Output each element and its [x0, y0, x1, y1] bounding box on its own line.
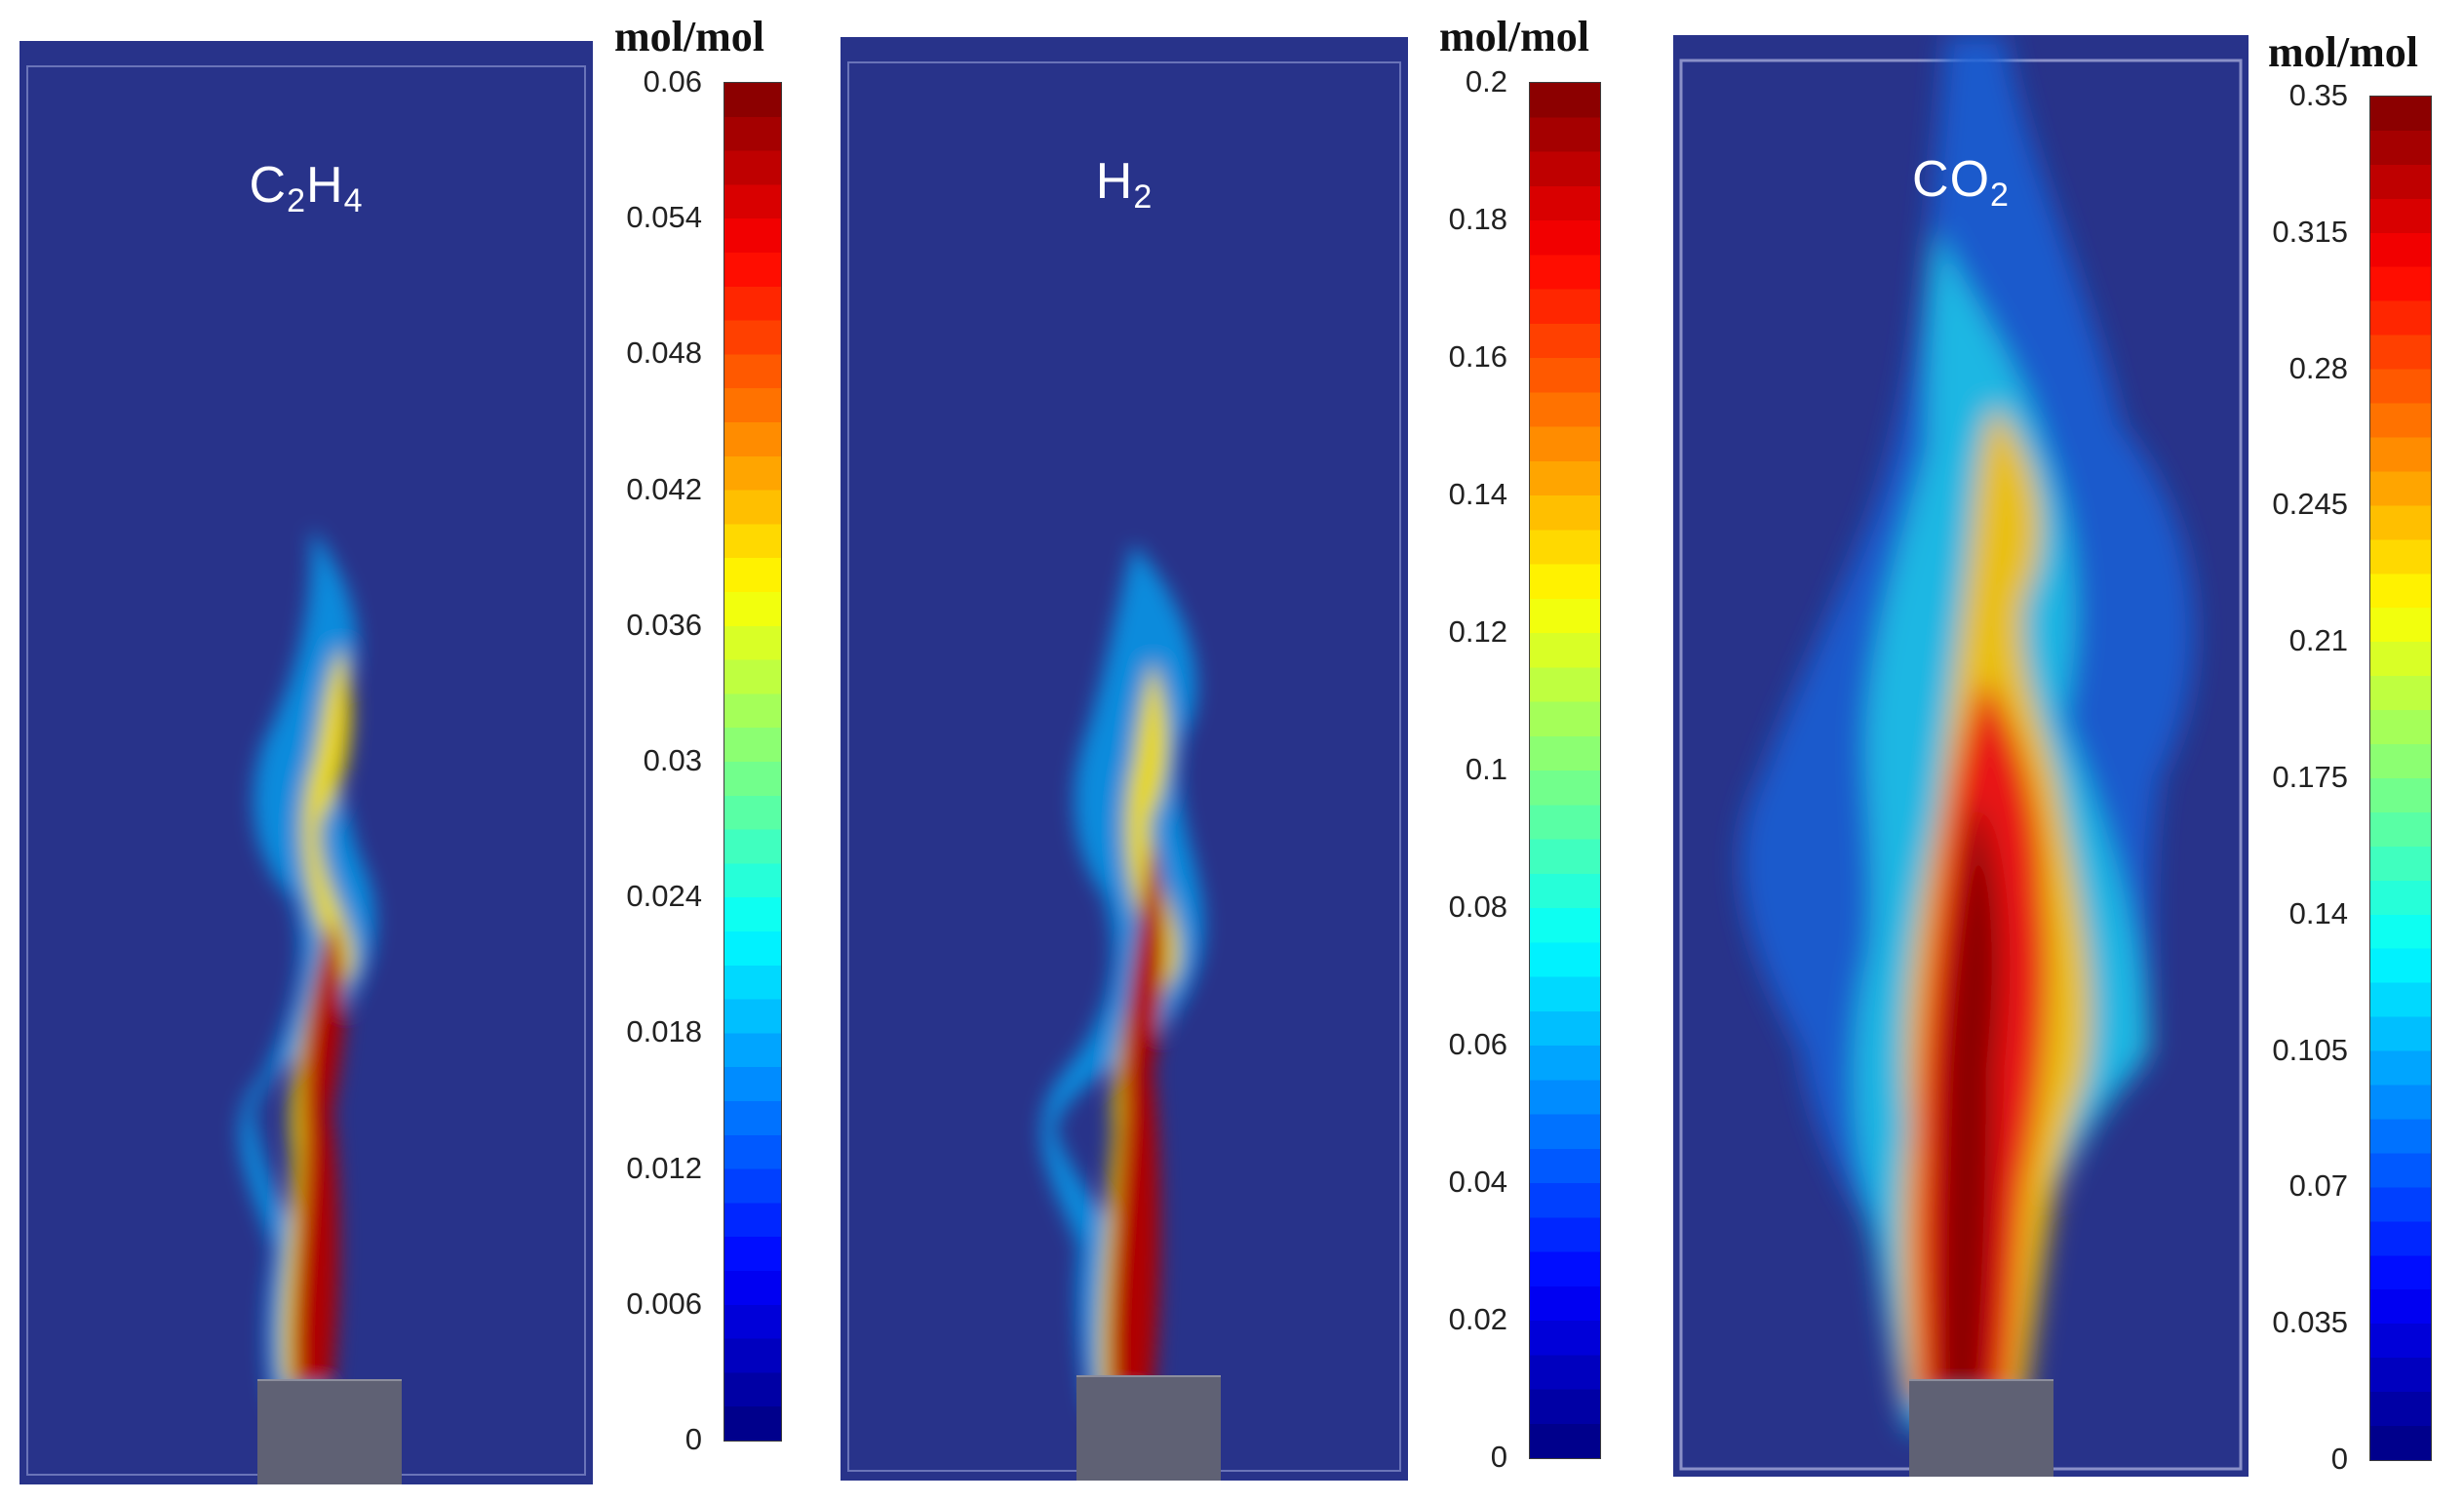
colorbar-tick-label: 0.35 [2288, 78, 2348, 112]
nozzle [1076, 1375, 1221, 1481]
nozzle [1909, 1379, 2053, 1477]
co2-contour-panel: CO2 [1673, 35, 2249, 1477]
co2-contour-field [1679, 35, 2243, 1471]
colorbar-tick-label: 0.018 [626, 1014, 702, 1049]
colorbar-tick-label: 0.21 [2288, 623, 2348, 658]
nozzle [257, 1379, 402, 1484]
colorbar-tick-label: 0.1 [1465, 752, 1507, 786]
c2h4-colorbar: mol/mol 0.06 0.054 0.048 0.042 0.036 0.03 0.02… [595, 0, 819, 1503]
plume-outer [239, 529, 375, 1406]
colorbar-tick-label: 0.105 [2272, 1032, 2348, 1067]
colorbar-tick-label: 0.048 [626, 336, 702, 371]
colorbar-tick-label: 0.14 [1448, 477, 1507, 511]
colorbar-tick-label: 0.04 [1448, 1165, 1507, 1199]
colorbar-tick-label: 0.035 [2272, 1305, 2348, 1340]
colorbar-gradient [1529, 82, 1601, 1459]
panel-title-h2: H2 [1095, 153, 1154, 216]
colorbar-tick-label: 0.14 [2288, 895, 2348, 930]
colorbar-tick-label: 0.16 [1448, 339, 1507, 374]
colorbar-tick-label: 0.07 [2288, 1168, 2348, 1204]
colorbar-tick-label: 0.06 [643, 64, 702, 99]
colorbar-tick-label: 0.036 [626, 607, 702, 642]
colorbar-tick-label: 0.02 [1448, 1302, 1507, 1336]
colorbar-tick-label: 0.024 [626, 879, 702, 914]
colorbar-tick-label: 0 [684, 1422, 702, 1456]
h2-contour-field [847, 61, 1401, 1472]
colorbar-tick-label: 0.012 [626, 1150, 702, 1185]
colorbar-tick-label: 0 [2330, 1442, 2348, 1476]
colorbar-tick-label: 0 [1490, 1440, 1507, 1474]
unit-label: mol/mol [614, 13, 764, 60]
panel-title-co2: CO2 [1912, 151, 2010, 214]
plume-core [1936, 796, 2001, 1401]
colorbar-tick-label: 0.175 [2272, 760, 2348, 794]
plume-core [291, 919, 345, 1387]
h2-contour-panel: H2 [841, 37, 1408, 1481]
colorbar-tick-label: 0.006 [626, 1285, 702, 1321]
colorbar-gradient [2369, 96, 2432, 1461]
unit-label: mol/mol [1439, 13, 1589, 60]
colorbar-tick-label: 0.245 [2272, 487, 2348, 522]
colorbar-tick-label: 0.08 [1448, 890, 1507, 924]
panel-title-c2h4: C2H4 [249, 157, 364, 219]
colorbar-tick-label: 0.03 [643, 743, 702, 777]
colorbar-tick-label: 0.28 [2288, 350, 2348, 385]
colorbar-tick-label: 0.06 [1448, 1027, 1507, 1061]
colorbar-gradient [724, 82, 782, 1442]
colorbar-tick-label: 0.042 [626, 471, 702, 506]
co2-colorbar: mol/mol 0.35 0.315 0.28 0.245 0.21 0.175 0.14 0… [2249, 0, 2464, 1503]
colorbar-tick-label: 0.315 [2272, 214, 2348, 249]
plume-core [1107, 837, 1166, 1393]
c2h4-contour-field [26, 65, 586, 1476]
colorbar-tick-label: 0.12 [1448, 614, 1507, 649]
unit-label: mol/mol [2268, 28, 2418, 76]
h2-colorbar: mol/mol 0.2 0.18 0.16 0.14 0.12 0.1 0.08 0.06 0.… [1414, 0, 1638, 1503]
colorbar-tick-label: 0.2 [1465, 64, 1507, 99]
c2h4-contour-panel: C2H4 [20, 41, 593, 1484]
colorbar-tick-label: 0.054 [626, 200, 702, 235]
colorbar-tick-label: 0.18 [1448, 202, 1507, 236]
